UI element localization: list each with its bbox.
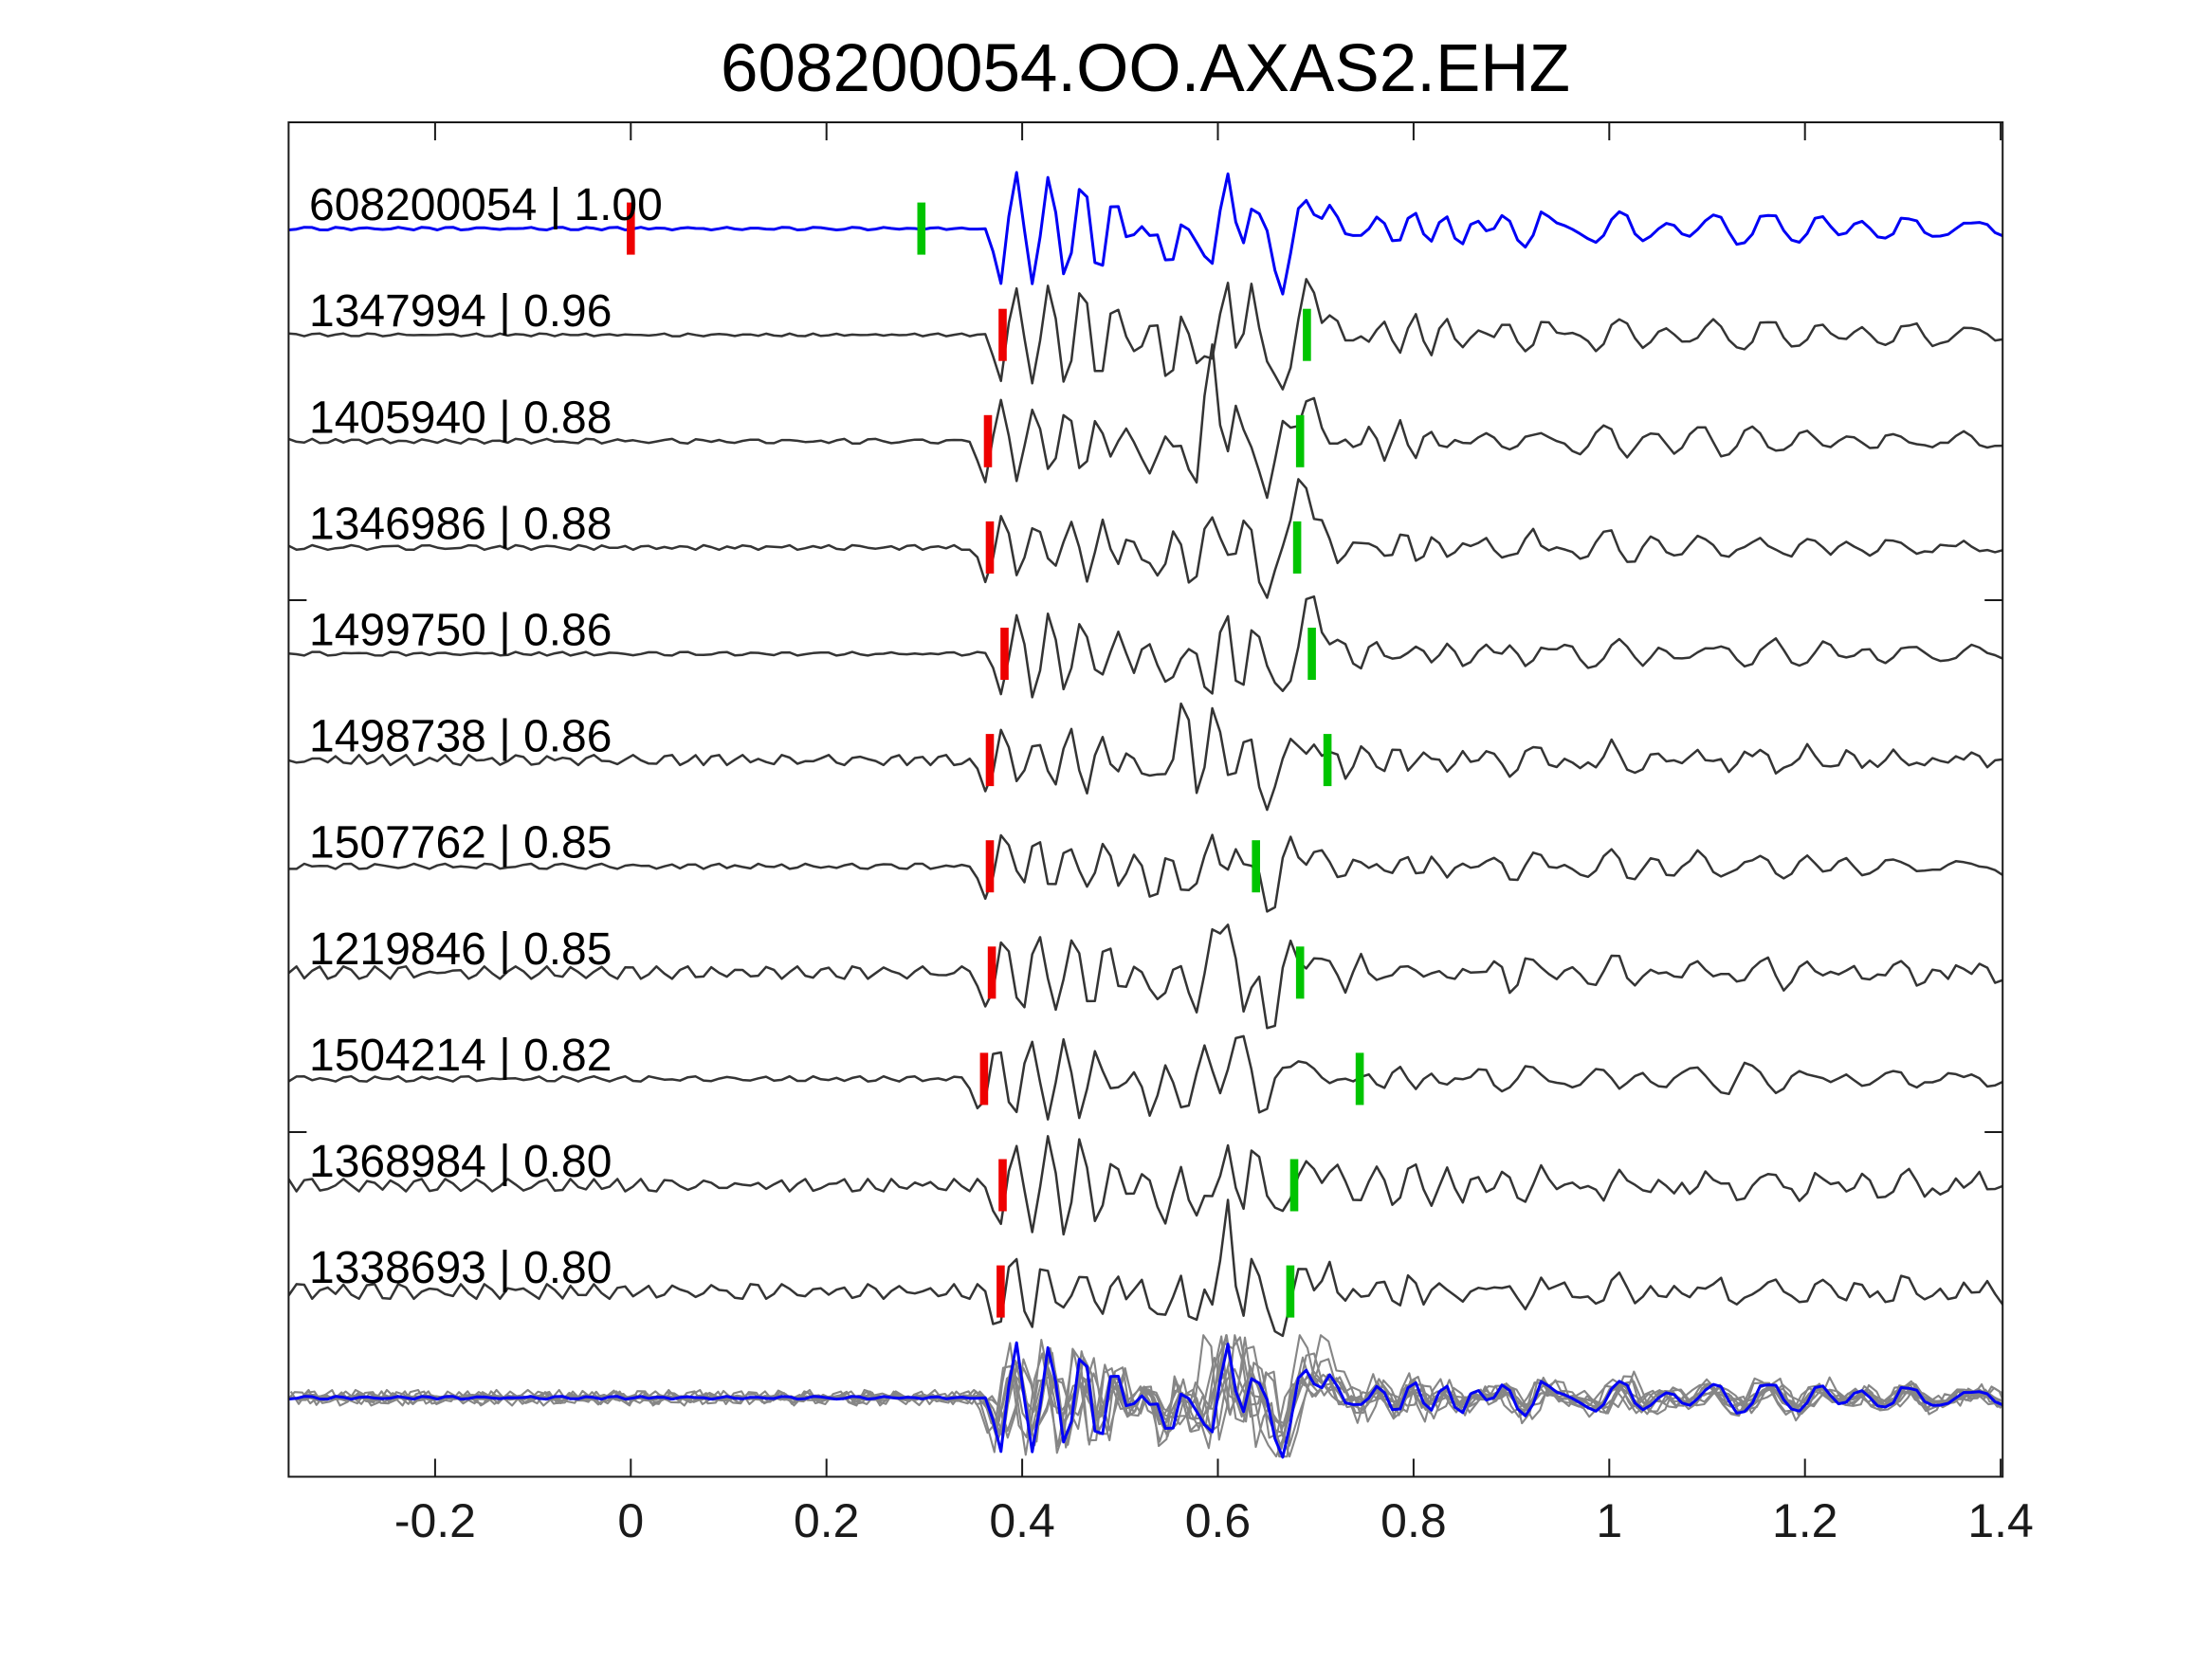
svg-text:0.2: 0.2 [794,1494,860,1547]
svg-text:1504214 | 0.82: 1504214 | 0.82 [309,1031,612,1081]
svg-text:1368984 | 0.80: 1368984 | 0.80 [309,1137,612,1187]
svg-text:1347994 | 0.96: 1347994 | 0.96 [309,286,612,337]
svg-text:1498738 | 0.86: 1498738 | 0.86 [309,712,612,762]
svg-text:1499750 | 0.86: 1499750 | 0.86 [309,606,612,656]
svg-text:1: 1 [1596,1494,1622,1547]
svg-text:1338693 | 0.80: 1338693 | 0.80 [309,1243,612,1293]
svg-text:-0.2: -0.2 [394,1494,476,1547]
svg-text:0.8: 0.8 [1380,1494,1447,1547]
svg-text:0.4: 0.4 [989,1494,1055,1547]
svg-text:0.6: 0.6 [1185,1494,1252,1547]
svg-text:0: 0 [617,1494,644,1547]
svg-text:1.4: 1.4 [1967,1494,2034,1547]
svg-text:608200054.OO.AXAS2.EHZ: 608200054.OO.AXAS2.EHZ [721,31,1570,106]
svg-text:1219846 | 0.85: 1219846 | 0.85 [309,924,612,975]
svg-text:1.2: 1.2 [1772,1494,1838,1547]
svg-text:608200054 | 1.00: 608200054 | 1.00 [309,180,663,230]
svg-text:1507762 | 0.85: 1507762 | 0.85 [309,818,612,869]
svg-text:1346986 | 0.88: 1346986 | 0.88 [309,499,612,549]
svg-text:1405940 | 0.88: 1405940 | 0.88 [309,393,612,443]
